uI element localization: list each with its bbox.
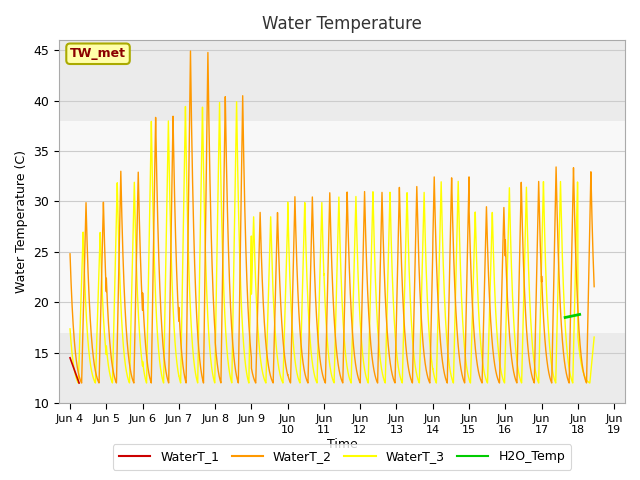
X-axis label: Time: Time <box>326 438 358 451</box>
Text: TW_met: TW_met <box>70 47 126 60</box>
Title: Water Temperature: Water Temperature <box>262 15 422 33</box>
Legend: WaterT_1, WaterT_2, WaterT_3, H2O_Temp: WaterT_1, WaterT_2, WaterT_3, H2O_Temp <box>113 444 572 469</box>
Bar <box>59 121 625 333</box>
Y-axis label: Water Temperature (C): Water Temperature (C) <box>15 150 28 293</box>
